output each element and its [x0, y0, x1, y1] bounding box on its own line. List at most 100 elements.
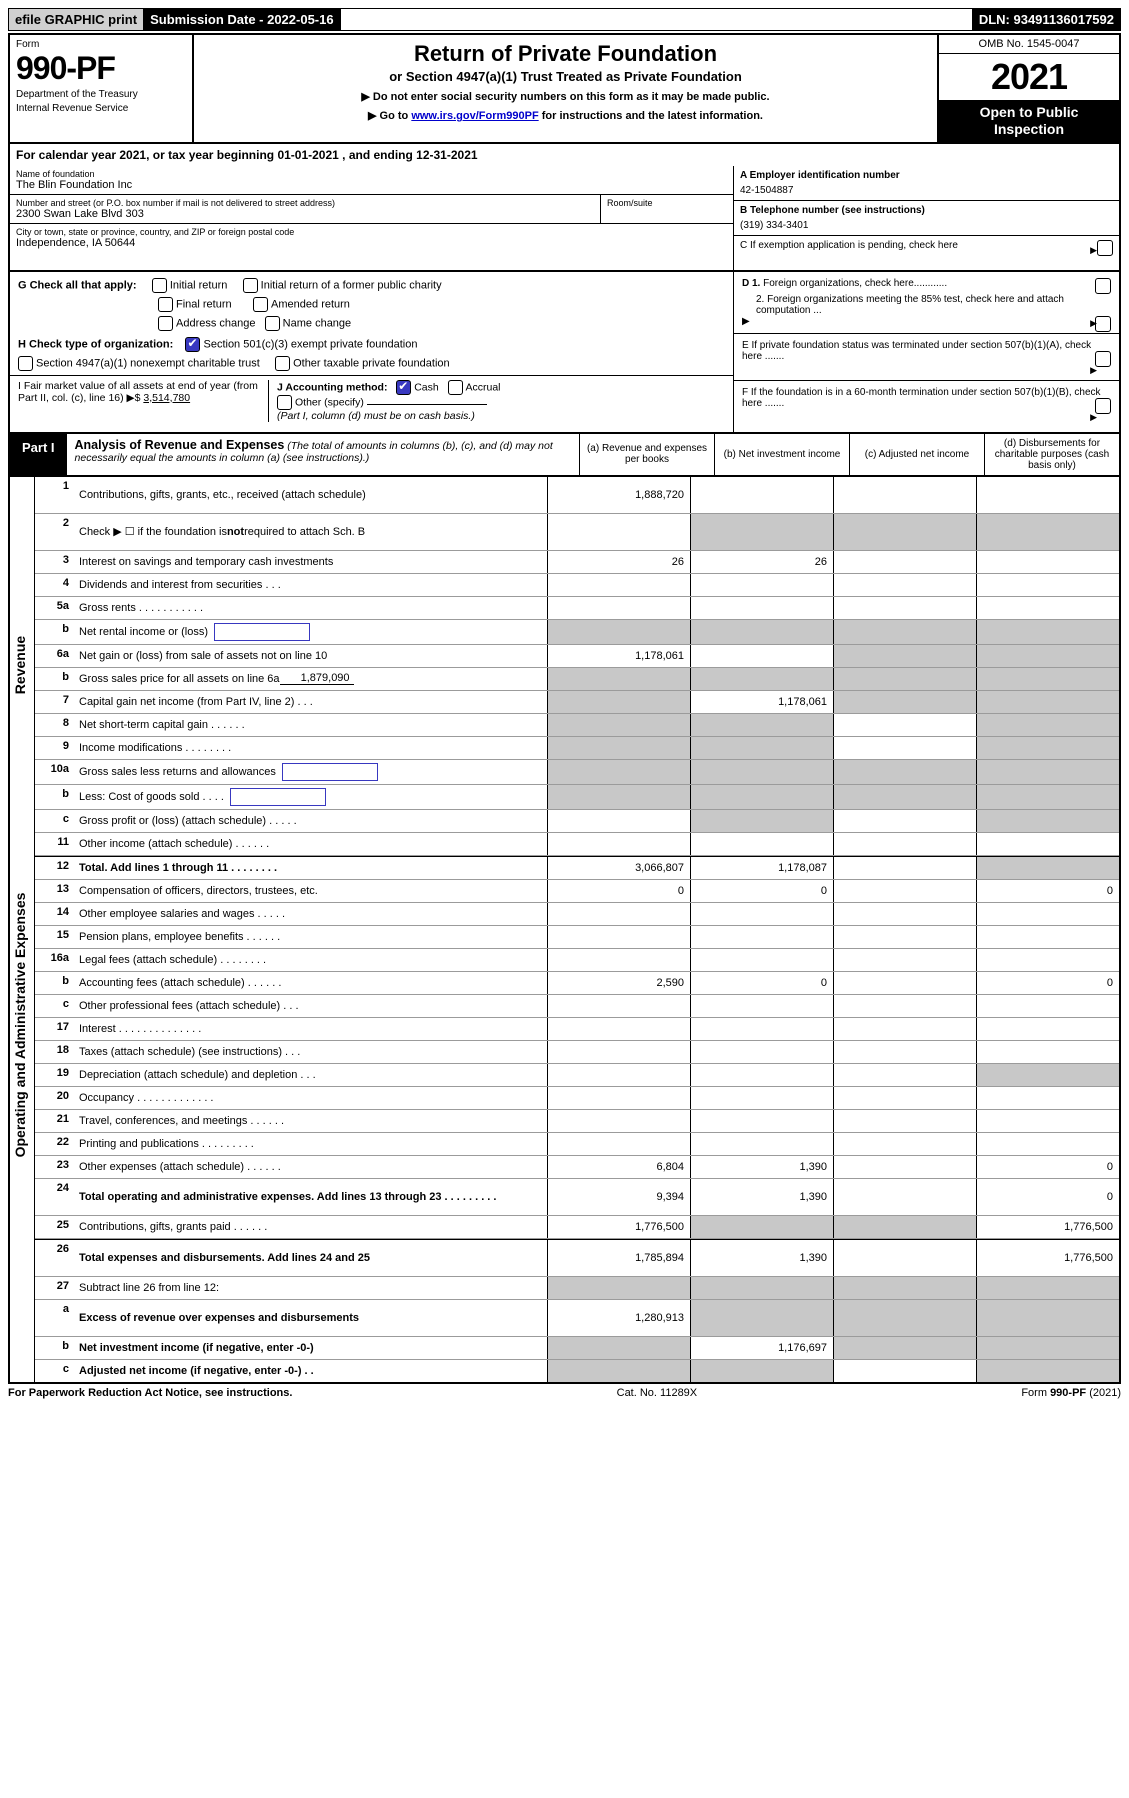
cb-accrual[interactable] [448, 380, 463, 395]
amt-a [547, 1064, 690, 1086]
amt-b: 26 [690, 551, 833, 573]
amt-c [833, 1277, 976, 1299]
line-desc: Check ▶ ☐ if the foundation is not requi… [75, 514, 547, 550]
ghij-left: G Check all that apply: Initial return I… [10, 272, 733, 432]
e-label: E If private foundation status was termi… [742, 340, 1091, 362]
amt-d [976, 514, 1119, 550]
omb: OMB No. 1545-0047 [939, 35, 1119, 54]
amt-d [976, 949, 1119, 971]
amt-a: 1,280,913 [547, 1300, 690, 1336]
cb-501c3[interactable] [185, 337, 200, 352]
footer: For Paperwork Reduction Act Notice, see … [8, 1384, 1121, 1402]
e-checkbox[interactable] [1095, 351, 1111, 367]
line-num: 2 [35, 514, 75, 550]
form-header: Form 990-PF Department of the Treasury I… [8, 33, 1121, 144]
amt-b [690, 785, 833, 809]
amt-c [833, 760, 976, 784]
table-row: cAdjusted net income (if negative, enter… [35, 1360, 1119, 1382]
cb-addr-change[interactable] [158, 316, 173, 331]
cb-amended[interactable] [253, 297, 268, 312]
amt-b: 0 [690, 972, 833, 994]
line-num: b [35, 620, 75, 644]
amt-d [976, 1277, 1119, 1299]
amt-d: 0 [976, 972, 1119, 994]
d1-checkbox[interactable] [1095, 278, 1111, 294]
col-c-hdr: (c) Adjusted net income [849, 434, 984, 475]
sec-c: C If exemption application is pending, c… [734, 236, 1119, 260]
amt-b [690, 1360, 833, 1382]
line-desc: Occupancy . . . . . . . . . . . . . [75, 1087, 547, 1109]
c-checkbox[interactable] [1097, 240, 1113, 256]
line-desc: Contributions, gifts, grants, etc., rece… [75, 477, 547, 513]
amt-a [547, 514, 690, 550]
amt-a [547, 949, 690, 971]
amt-a [547, 737, 690, 759]
cb-cash[interactable] [396, 380, 411, 395]
irs-link[interactable]: www.irs.gov/Form990PF [411, 110, 538, 122]
table-row: 13Compensation of officers, directors, t… [35, 880, 1119, 903]
g-row3: Address change Name change [18, 316, 725, 331]
table-row: 25Contributions, gifts, grants paid . . … [35, 1216, 1119, 1239]
amt-a [547, 1018, 690, 1040]
line-desc: Contributions, gifts, grants paid . . . … [75, 1216, 547, 1238]
info-block: Name of foundation The Blin Foundation I… [8, 166, 1121, 272]
line-desc: Gross profit or (loss) (attach schedule)… [75, 810, 547, 832]
cb-name-change[interactable] [265, 316, 280, 331]
line-num: 23 [35, 1156, 75, 1178]
cb-other-taxable[interactable] [275, 356, 290, 371]
line-num: 1 [35, 477, 75, 513]
col-b-hdr: (b) Net investment income [714, 434, 849, 475]
note2-pre: ▶ Go to [368, 110, 411, 122]
amt-b [690, 926, 833, 948]
line-desc: Legal fees (attach schedule) . . . . . .… [75, 949, 547, 971]
amt-c [833, 1240, 976, 1276]
table-row: 4Dividends and interest from securities … [35, 574, 1119, 597]
line-desc: Depreciation (attach schedule) and deple… [75, 1064, 547, 1086]
amt-c [833, 1087, 976, 1109]
line-num: 3 [35, 551, 75, 573]
table-row: 22Printing and publications . . . . . . … [35, 1133, 1119, 1156]
footer-left: For Paperwork Reduction Act Notice, see … [8, 1387, 292, 1399]
table-row: 23Other expenses (attach schedule) . . .… [35, 1156, 1119, 1179]
amt-a [547, 760, 690, 784]
amt-b [690, 1216, 833, 1238]
table-row: 14Other employee salaries and wages . . … [35, 903, 1119, 926]
ghij-right: D 1. Foreign organizations, check here..… [733, 272, 1119, 432]
cb-initial-public[interactable] [243, 278, 258, 293]
amt-b [690, 1133, 833, 1155]
i-label: I Fair market value of all assets at end… [18, 380, 258, 404]
f-checkbox[interactable] [1095, 398, 1111, 414]
amt-d: 0 [976, 880, 1119, 902]
g-row: G Check all that apply: Initial return I… [18, 278, 725, 293]
amt-c [833, 668, 976, 690]
amt-b [690, 1110, 833, 1132]
line-num: 12 [35, 857, 75, 879]
d2-checkbox[interactable] [1095, 316, 1111, 332]
cb-other-method[interactable] [277, 395, 292, 410]
amt-a [547, 1110, 690, 1132]
h-row2: Section 4947(a)(1) nonexempt charitable … [18, 356, 725, 371]
cb-final[interactable] [158, 297, 173, 312]
line-num: c [35, 810, 75, 832]
amt-a [547, 1337, 690, 1359]
cb-initial[interactable] [152, 278, 167, 293]
amt-d [976, 1041, 1119, 1063]
line-num: 9 [35, 737, 75, 759]
line-num: 19 [35, 1064, 75, 1086]
amt-a: 6,804 [547, 1156, 690, 1178]
table-row: 6aNet gain or (loss) from sale of assets… [35, 645, 1119, 668]
j-cash: Cash [414, 381, 439, 393]
line-desc: Capital gain net income (from Part IV, l… [75, 691, 547, 713]
amt-a [547, 903, 690, 925]
footer-right: Form 990-PF (2021) [1021, 1387, 1121, 1399]
j-note: (Part I, column (d) must be on cash basi… [277, 410, 475, 422]
cb-4947[interactable] [18, 356, 33, 371]
amt-d [976, 620, 1119, 644]
amt-d [976, 691, 1119, 713]
table-row: 5aGross rents . . . . . . . . . . . [35, 597, 1119, 620]
part-desc: Analysis of Revenue and Expenses (The to… [67, 434, 579, 475]
line-num: 8 [35, 714, 75, 736]
sec-a: A Employer identification number 42-1504… [734, 166, 1119, 201]
amt-d: 1,776,500 [976, 1216, 1119, 1238]
table-row: 26Total expenses and disbursements. Add … [35, 1239, 1119, 1277]
